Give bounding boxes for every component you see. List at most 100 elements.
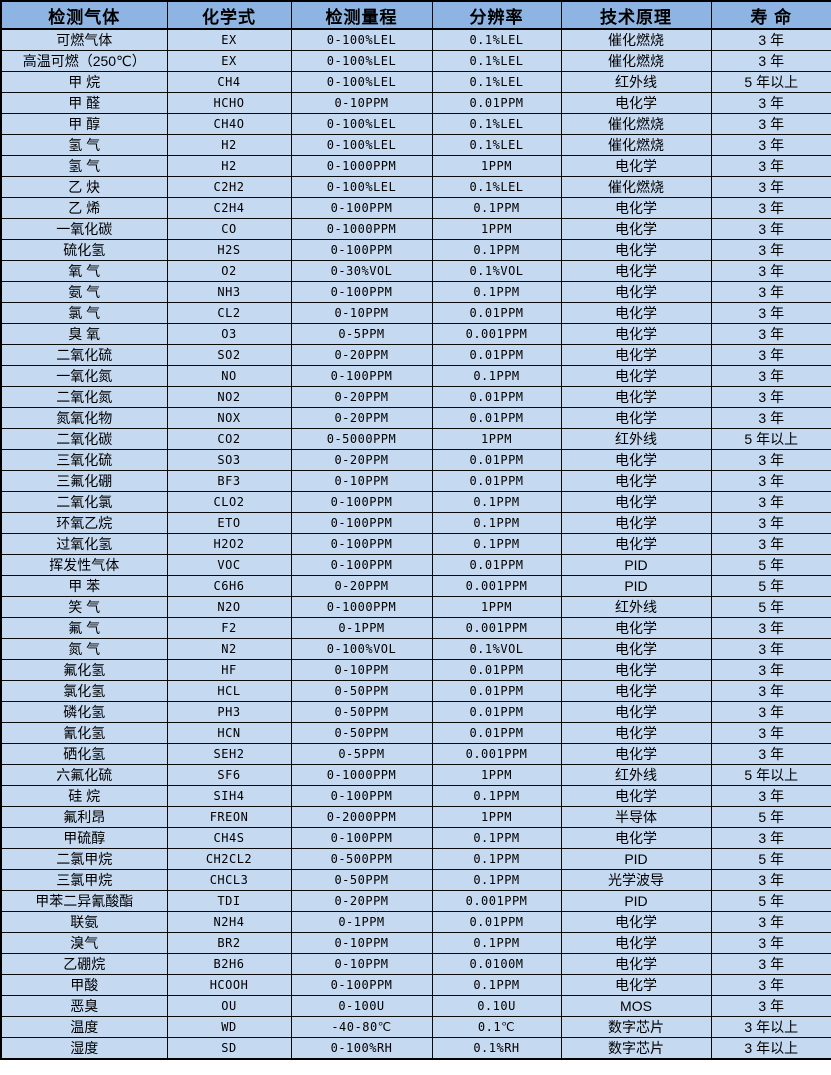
- cell-detection-range: 0-10PPM: [290, 953, 433, 975]
- table-row: 甲 醛 HCHO 0-10PPM 0.01PPM 电化学 3 年: [0, 92, 831, 114]
- cell-lifespan: 3 年: [710, 260, 831, 282]
- cell-lifespan: 5 年以上: [710, 764, 831, 786]
- cell-gas-name: 过氧化氢: [0, 533, 168, 555]
- cell-resolution: 1PPM: [431, 428, 562, 450]
- cell-chemical-formula: O2: [166, 260, 292, 282]
- cell-resolution: 0.1%LEL: [431, 176, 562, 198]
- cell-resolution: 0.1%VOL: [431, 638, 562, 660]
- cell-technology: 电化学: [560, 743, 712, 765]
- cell-chemical-formula: C2H2: [166, 176, 292, 198]
- cell-gas-name: 磷化氢: [0, 701, 168, 723]
- table-row: 一氧化氮 NO 0-100PPM 0.1PPM 电化学 3 年: [0, 365, 831, 387]
- cell-lifespan: 3 年: [710, 50, 831, 72]
- cell-technology: PID: [560, 890, 712, 912]
- cell-chemical-formula: PH3: [166, 701, 292, 723]
- cell-chemical-formula: HCOOH: [166, 974, 292, 996]
- cell-detection-range: 0-100PPM: [290, 827, 433, 849]
- cell-resolution: 0.1PPM: [431, 512, 562, 534]
- table-row: 湿度 SD 0-100%RH 0.1%RH 数字芯片 3 年以上: [0, 1037, 831, 1060]
- cell-detection-range: -40-80℃: [290, 1016, 433, 1038]
- table-row: 可燃气体 EX 0-100%LEL 0.1%LEL 催化燃烧 3 年: [0, 28, 831, 51]
- cell-detection-range: 0-50PPM: [290, 869, 433, 891]
- cell-gas-name: 湿度: [0, 1037, 168, 1060]
- cell-technology: 电化学: [560, 827, 712, 849]
- cell-lifespan: 3 年: [710, 176, 831, 198]
- cell-detection-range: 0-10PPM: [290, 932, 433, 954]
- table-row: 甲苯二异氰酸酯 TDI 0-20PPM 0.001PPM PID 5 年: [0, 890, 831, 912]
- cell-gas-name: 三氟化硼: [0, 470, 168, 492]
- cell-lifespan: 5 年: [710, 890, 831, 912]
- cell-chemical-formula: NH3: [166, 281, 292, 303]
- cell-chemical-formula: NO2: [166, 386, 292, 408]
- cell-detection-range: 0-1000PPM: [290, 218, 433, 240]
- table-row: 二氧化碳 CO2 0-5000PPM 1PPM 红外线 5 年以上: [0, 428, 831, 450]
- header-row: 检测气体 化学式 检测量程 分辨率 技术原理 寿 命: [0, 0, 831, 30]
- cell-lifespan: 3 年: [710, 470, 831, 492]
- cell-resolution: 0.001PPM: [431, 890, 562, 912]
- table-row: 二氧化硫 SO2 0-20PPM 0.01PPM 电化学 3 年: [0, 344, 831, 366]
- cell-detection-range: 0-100%LEL: [290, 176, 433, 198]
- cell-resolution: 0.1PPM: [431, 491, 562, 513]
- cell-detection-range: 0-50PPM: [290, 722, 433, 744]
- cell-detection-range: 0-100%LEL: [290, 28, 433, 51]
- cell-chemical-formula: HCL: [166, 680, 292, 702]
- cell-resolution: 0.1℃: [431, 1016, 562, 1038]
- table-row: 高温可燃（250℃） EX 0-100%LEL 0.1%LEL 催化燃烧 3 年: [0, 50, 831, 72]
- cell-lifespan: 3 年: [710, 953, 831, 975]
- cell-technology: 催化燃烧: [560, 50, 712, 72]
- column-header-resolution: 分辨率: [431, 0, 562, 30]
- table-row: 氰化氢 HCN 0-50PPM 0.01PPM 电化学 3 年: [0, 722, 831, 744]
- table-row: 甲 苯 C6H6 0-20PPM 0.001PPM PID 5 年: [0, 575, 831, 597]
- cell-lifespan: 3 年: [710, 680, 831, 702]
- cell-detection-range: 0-20PPM: [290, 344, 433, 366]
- cell-resolution: 0.01PPM: [431, 554, 562, 576]
- cell-lifespan: 5 年: [710, 806, 831, 828]
- cell-lifespan: 3 年: [710, 218, 831, 240]
- cell-gas-name: 三氯甲烷: [0, 869, 168, 891]
- cell-lifespan: 3 年: [710, 302, 831, 324]
- cell-resolution: 0.01PPM: [431, 302, 562, 324]
- cell-technology: 半导体: [560, 806, 712, 828]
- cell-detection-range: 0-30%VOL: [290, 260, 433, 282]
- table-row: 甲硫醇 CH4S 0-100PPM 0.1PPM 电化学 3 年: [0, 827, 831, 849]
- cell-technology: 电化学: [560, 344, 712, 366]
- cell-lifespan: 3 年: [710, 638, 831, 660]
- table-row: 乙硼烷 B2H6 0-10PPM 0.0100M 电化学 3 年: [0, 953, 831, 975]
- table-row: 氢 气 H2 0-1000PPM 1PPM 电化学 3 年: [0, 155, 831, 177]
- table-row: 氮 气 N2 0-100%VOL 0.1%VOL 电化学 3 年: [0, 638, 831, 660]
- cell-lifespan: 3 年: [710, 197, 831, 219]
- cell-gas-name: 氟化氢: [0, 659, 168, 681]
- table-row: 二氧化氯 CLO2 0-100PPM 0.1PPM 电化学 3 年: [0, 491, 831, 513]
- cell-lifespan: 3 年: [710, 701, 831, 723]
- cell-technology: 电化学: [560, 974, 712, 996]
- cell-detection-range: 0-1PPM: [290, 911, 433, 933]
- cell-chemical-formula: HCN: [166, 722, 292, 744]
- cell-gas-name: 高温可燃（250℃）: [0, 50, 168, 72]
- cell-resolution: 0.1PPM: [431, 869, 562, 891]
- cell-gas-name: 硫化氢: [0, 239, 168, 261]
- cell-resolution: 0.0100M: [431, 953, 562, 975]
- cell-chemical-formula: SO3: [166, 449, 292, 471]
- cell-technology: 电化学: [560, 953, 712, 975]
- cell-resolution: 0.1%RH: [431, 1037, 562, 1060]
- cell-gas-name: 氢 气: [0, 134, 168, 156]
- cell-technology: 电化学: [560, 512, 712, 534]
- cell-detection-range: 0-1PPM: [290, 617, 433, 639]
- cell-gas-name: 挥发性气体: [0, 554, 168, 576]
- cell-gas-name: 硒化氢: [0, 743, 168, 765]
- cell-gas-name: 氨 气: [0, 281, 168, 303]
- cell-gas-name: 二氯甲烷: [0, 848, 168, 870]
- cell-gas-name: 二氧化碳: [0, 428, 168, 450]
- cell-detection-range: 0-500PPM: [290, 848, 433, 870]
- cell-technology: PID: [560, 575, 712, 597]
- cell-gas-name: 甲苯二异氰酸酯: [0, 890, 168, 912]
- cell-technology: 光学波导: [560, 869, 712, 891]
- cell-detection-range: 0-100PPM: [290, 365, 433, 387]
- cell-resolution: 0.001PPM: [431, 323, 562, 345]
- cell-chemical-formula: FREON: [166, 806, 292, 828]
- table-row: 二氯甲烷 CH2CL2 0-500PPM 0.1PPM PID 5 年: [0, 848, 831, 870]
- cell-detection-range: 0-100PPM: [290, 533, 433, 555]
- cell-resolution: 0.1%LEL: [431, 113, 562, 135]
- cell-lifespan: 3 年: [710, 365, 831, 387]
